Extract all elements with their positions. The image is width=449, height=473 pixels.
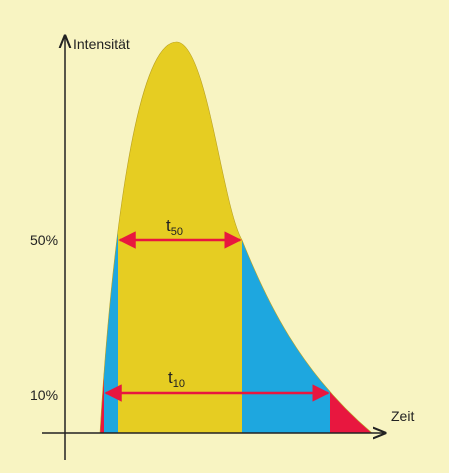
level-label: 10% bbox=[30, 387, 58, 403]
y-axis-label: Intensität bbox=[73, 36, 130, 52]
subscript: 50 bbox=[171, 226, 183, 238]
symbol: t bbox=[168, 368, 173, 387]
symbol: t bbox=[166, 216, 171, 235]
level-label: 50% bbox=[30, 232, 58, 248]
subscript: 10 bbox=[173, 378, 185, 390]
arrow-label: t50 bbox=[166, 216, 183, 238]
arrow-label: t10 bbox=[168, 368, 185, 390]
x-axis-label: Zeit bbox=[391, 408, 414, 424]
curve-outline bbox=[99, 41, 373, 434]
